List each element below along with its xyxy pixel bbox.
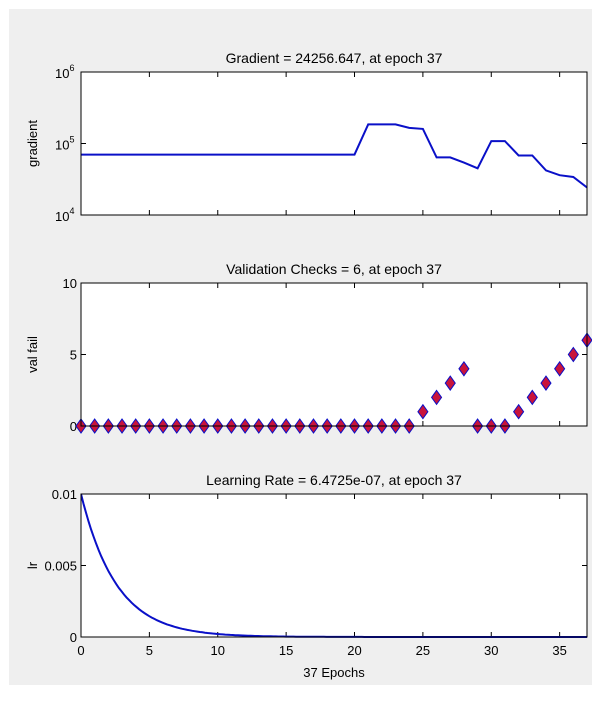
y-tick-exponent: 6 bbox=[69, 63, 74, 73]
data-point-marker bbox=[540, 375, 552, 391]
axes-background bbox=[81, 283, 587, 426]
y-axis-label: gradient bbox=[25, 120, 40, 167]
data-point-marker bbox=[444, 375, 456, 391]
y-tick-label: 104 bbox=[55, 206, 74, 224]
data-point-marker bbox=[554, 360, 566, 377]
y-tick-base: 10 bbox=[55, 138, 69, 153]
axes-frame bbox=[80, 282, 588, 427]
axes-background bbox=[81, 72, 587, 215]
x-tick-label: 0 bbox=[77, 643, 84, 658]
x-tick-label: 20 bbox=[347, 643, 361, 658]
validation-checks-plot: 0 5 10 Validation Checks = 6, at epoch 37 va… bbox=[25, 261, 592, 434]
series-line bbox=[81, 123, 587, 189]
y-tick-label: 0.005 bbox=[44, 559, 77, 574]
axes-frame bbox=[80, 493, 588, 638]
y-tick-label: 0 bbox=[70, 630, 77, 645]
x-tick-label: 25 bbox=[416, 643, 430, 658]
axes-background bbox=[81, 494, 587, 637]
figure-window: 104 105 106 Gradient = 24256.647, at epoch … bbox=[9, 9, 592, 685]
y-tick-label: 10 bbox=[63, 276, 77, 291]
y-tick-label: 105 bbox=[55, 135, 74, 153]
plot-title: Gradient = 24256.647, at epoch 37 bbox=[226, 50, 443, 66]
x-tick-label: 15 bbox=[279, 643, 293, 658]
data-point-marker bbox=[417, 403, 429, 420]
data-point-marker bbox=[567, 346, 579, 363]
y-tick-label: 0.01 bbox=[52, 487, 77, 502]
axes-frame bbox=[80, 71, 588, 216]
y-tick-label: 5 bbox=[70, 348, 77, 363]
y-tick-label: 106 bbox=[55, 63, 74, 81]
y-axis-label: lr bbox=[25, 561, 40, 569]
learning-rate-plot: 0 0.005 0.01 0 5 10 15 20 25 30 35 Learning Rate = … bbox=[25, 472, 588, 680]
y-tick-exponent: 5 bbox=[69, 135, 74, 145]
y-axis-label: val fail bbox=[25, 336, 40, 373]
y-tick-base: 10 bbox=[55, 209, 69, 224]
x-tick-label: 10 bbox=[211, 643, 225, 658]
data-point-marker bbox=[513, 403, 525, 420]
plot-title: Learning Rate = 6.4725e-07, at epoch 37 bbox=[206, 472, 462, 488]
x-tick-label: 35 bbox=[552, 643, 566, 658]
y-tick-base: 10 bbox=[55, 66, 69, 81]
x-tick-label: 30 bbox=[484, 643, 498, 658]
data-point-marker bbox=[430, 389, 443, 406]
data-point-marker bbox=[458, 360, 470, 377]
y-tick-exponent: 4 bbox=[69, 206, 74, 216]
plot-title: Validation Checks = 6, at epoch 37 bbox=[226, 261, 442, 277]
x-tick-label: 5 bbox=[146, 643, 153, 658]
x-axis-label: 37 Epochs bbox=[303, 665, 365, 680]
data-point-marker bbox=[526, 389, 538, 406]
y-tick-label: 0 bbox=[70, 419, 77, 434]
